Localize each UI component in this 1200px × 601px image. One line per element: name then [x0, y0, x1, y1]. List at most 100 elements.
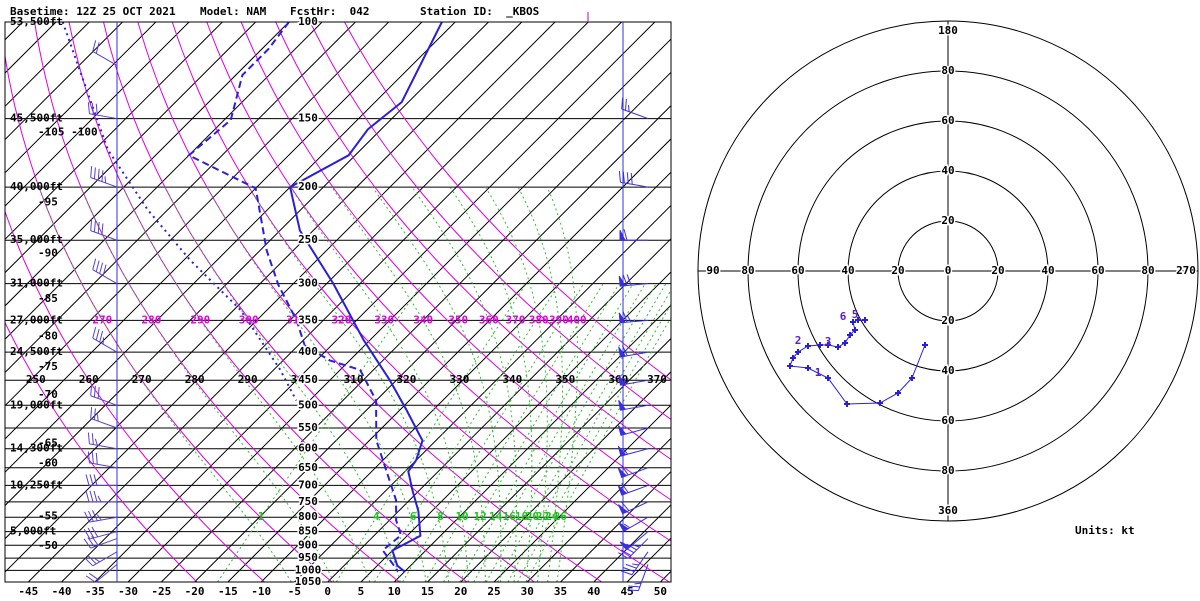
theta-e-label: 290	[190, 313, 210, 326]
dry-adiabat	[171, 22, 670, 582]
isotherm	[5, 22, 290, 307]
ring-label: 20	[891, 264, 904, 277]
mixing-ratio-line	[402, 283, 585, 582]
theta-label: 260	[79, 373, 99, 386]
hodograph-point	[844, 401, 850, 407]
dry-adiabat	[5, 321, 198, 582]
ring-label: 40	[941, 364, 954, 377]
hodograph-point	[842, 340, 848, 346]
temperature-label: -60	[38, 456, 58, 469]
theta-label: 370	[647, 373, 667, 386]
moist-adiabat	[289, 186, 469, 582]
x-tick-label: 5	[358, 585, 365, 598]
theta-label: 280	[185, 373, 205, 386]
hodograph-point	[847, 332, 853, 338]
wind-barb	[85, 563, 118, 583]
isotherm	[327, 237, 671, 582]
wind-barb-pennant	[619, 229, 626, 241]
x-tick-label: -30	[118, 585, 138, 598]
isotherm	[94, 22, 656, 582]
height-label: 35,000ft	[10, 233, 63, 246]
ring-label: 80	[941, 64, 954, 77]
theta-e-label: 340	[413, 313, 433, 326]
temperature-label: -65	[38, 436, 58, 449]
wind-barb-pennant	[618, 275, 626, 287]
dry-adiabat	[275, 22, 671, 460]
mixing-ratio-line	[497, 283, 667, 582]
wind-barb	[621, 97, 649, 120]
theta-e-label: 330	[374, 313, 394, 326]
wind-barb	[84, 510, 118, 523]
mixing-ratio-label: 10	[455, 510, 468, 523]
y-tick-label: 700	[298, 478, 318, 491]
mixing-ratio-line	[335, 283, 527, 582]
x-tick-label: 10	[388, 585, 401, 598]
hodograph-point	[805, 343, 811, 349]
wind-barb	[87, 432, 118, 450]
ring-label: 20	[941, 314, 954, 327]
x-tick-label: 15	[421, 585, 434, 598]
height-label: 19,000ft	[10, 398, 63, 411]
hodograph-point	[895, 390, 901, 396]
point-label: 6	[840, 310, 847, 323]
mixing-ratio-line	[485, 283, 657, 582]
mixing-ratio-line	[217, 283, 423, 582]
x-tick-label: 50	[654, 585, 667, 598]
theta-label: 290	[238, 373, 258, 386]
ring	[797, 120, 1099, 422]
isotherm	[61, 22, 622, 582]
moist-adiabat	[546, 186, 579, 582]
ring-label: 80	[1141, 264, 1154, 277]
wind-barb	[87, 102, 118, 120]
isotherm	[5, 22, 190, 207]
ring-label: 80	[941, 464, 954, 477]
mixing-ratio-label: 4	[373, 510, 380, 523]
moist-adiabat	[164, 186, 401, 582]
profile-line	[187, 22, 403, 573]
theta-e-label: 370	[506, 313, 526, 326]
moist-adiabat	[206, 186, 427, 582]
x-tick-label: -20	[185, 585, 205, 598]
isotherm	[393, 304, 671, 582]
wind-barb-pennant	[617, 467, 628, 479]
x-tick-label: -25	[151, 585, 171, 598]
ring-label: 60	[791, 264, 804, 277]
skewt-plot	[5, 22, 671, 582]
y-tick-label: 250	[298, 233, 318, 246]
isotherm	[5, 22, 390, 407]
isotherm	[27, 22, 589, 582]
hodograph-point	[787, 363, 793, 369]
mixing-ratio-line	[459, 283, 634, 582]
moist-adiabat	[331, 186, 486, 582]
mixing-ratio-label: 14	[489, 510, 503, 523]
theta-label: 300	[291, 373, 311, 386]
wind-barb-pennant	[618, 522, 630, 532]
y-tick-label: 300	[298, 277, 318, 290]
isotherm	[194, 104, 671, 582]
hodograph-point	[790, 355, 796, 361]
isotherm	[560, 470, 671, 582]
y-tick-label: 600	[298, 442, 318, 455]
mixing-ratio-label: 1	[258, 510, 265, 523]
dry-adiabat	[5, 209, 265, 582]
isotherm	[5, 22, 223, 241]
wind-barb	[83, 526, 118, 540]
wind-barb	[92, 258, 118, 285]
temperature-label: -90	[38, 247, 58, 260]
wind-barb-pennant	[617, 425, 627, 436]
isotherm	[5, 22, 123, 141]
ring-label: 0	[945, 264, 952, 277]
isotherm	[460, 371, 671, 582]
mixing-ratio-line	[517, 303, 671, 582]
hodograph-point	[795, 349, 801, 355]
isotherm	[5, 22, 157, 174]
wind-barb	[84, 551, 118, 567]
x-tick-label: 0	[324, 585, 331, 598]
dry-adiabat	[5, 53, 333, 582]
wind-barb	[90, 407, 118, 429]
temperature-label: -80	[38, 329, 58, 342]
wind-barb-pennant	[617, 445, 627, 457]
height-label: 5,000ft	[10, 525, 56, 538]
mixing-ratio-label: 16	[503, 510, 517, 523]
